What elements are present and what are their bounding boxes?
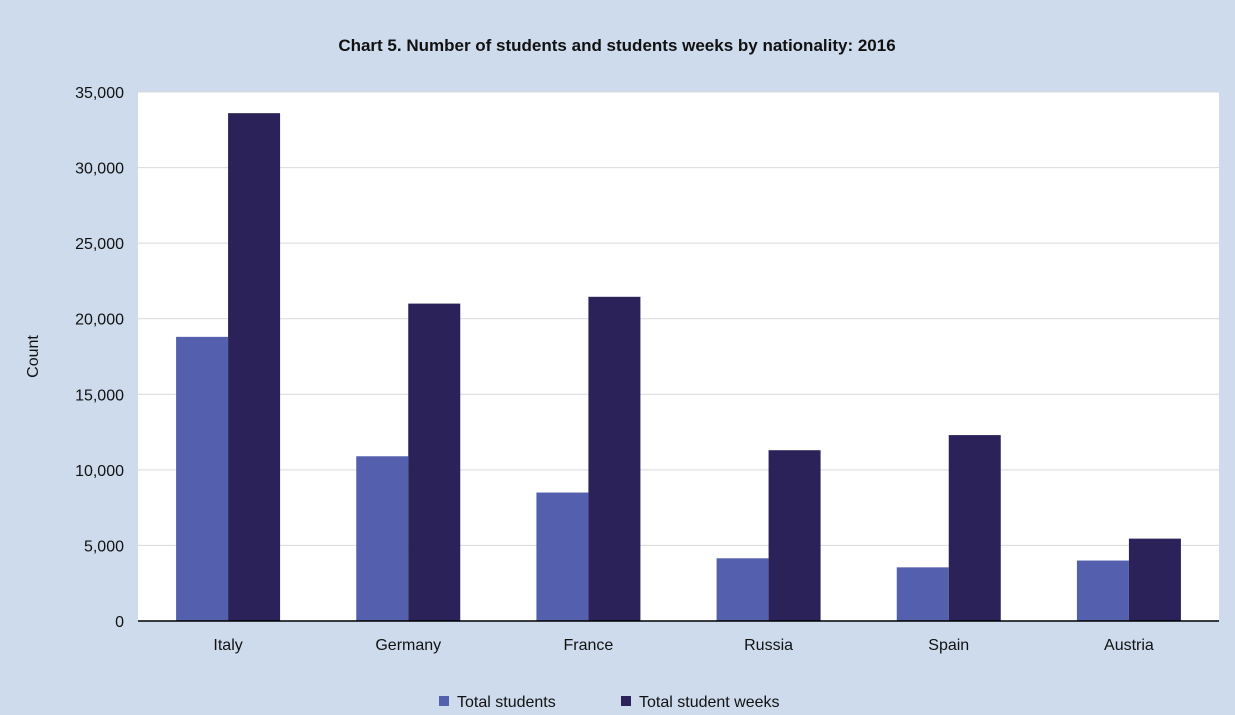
bar-italy-total-students	[176, 336, 229, 621]
bar-russia-total-student-weeks	[768, 450, 821, 621]
legend-label: Total student weeks	[639, 694, 780, 711]
y-axis-label: Count	[25, 335, 42, 378]
y-tick-label: 5,000	[84, 538, 124, 555]
y-tick-label: 20,000	[75, 312, 124, 329]
x-tick-label: Austria	[1104, 637, 1154, 654]
plot-area	[138, 92, 1219, 621]
x-tick-label: Italy	[213, 637, 242, 654]
bar-russia-total-students	[716, 558, 769, 621]
gridlines	[138, 91, 1219, 546]
y-tick-label: 30,000	[75, 161, 124, 178]
y-tick-label: 35,000	[75, 85, 124, 102]
legend-swatch	[439, 696, 449, 706]
y-tick-label: 10,000	[75, 463, 124, 480]
bars	[176, 113, 1181, 621]
y-tick-label: 25,000	[75, 236, 124, 253]
legend-swatch	[621, 696, 631, 706]
bar-spain-total-students	[896, 567, 949, 621]
bar-germany-total-student-weeks	[408, 303, 461, 621]
y-tick-label: 15,000	[75, 387, 124, 404]
legend: Total students Total student weeks	[439, 694, 780, 711]
chart-title: Chart 5. Number of students and students…	[338, 36, 895, 55]
y-axis-ticks: 0 5,000 10,000 15,000 20,000 25,000 30,000 35,0…	[75, 85, 124, 631]
bar-france-total-student-weeks	[588, 296, 641, 621]
x-tick-label: Germany	[375, 637, 441, 654]
x-tick-label: Spain	[928, 637, 969, 654]
y-tick-label: 0	[115, 614, 124, 631]
bar-france-total-students	[536, 492, 589, 621]
bar-austria-total-student-weeks	[1128, 538, 1181, 621]
bar-austria-total-students	[1076, 560, 1129, 621]
x-tick-label: Russia	[744, 637, 793, 654]
x-axis-ticks: Italy Germany France Russia Spain Austria	[213, 637, 1154, 654]
bar-germany-total-students	[356, 456, 409, 621]
x-tick-label: France	[564, 637, 614, 654]
bar-italy-total-student-weeks	[228, 113, 281, 621]
legend-label: Total students	[457, 694, 556, 711]
bar-spain-total-student-weeks	[948, 435, 1001, 621]
